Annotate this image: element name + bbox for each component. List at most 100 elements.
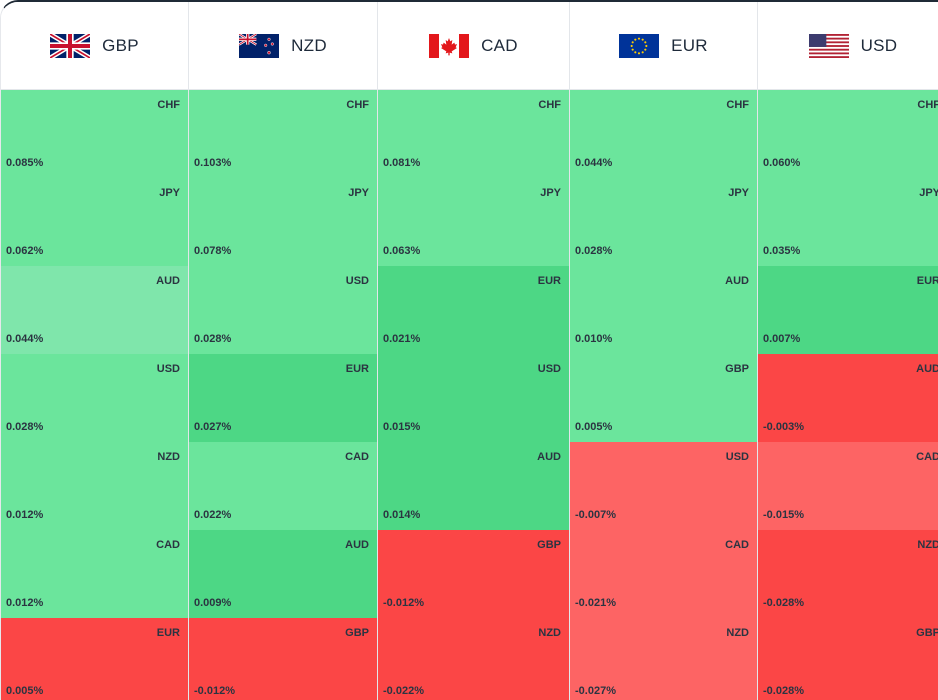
pair-label: CHF	[157, 99, 180, 111]
heatmap-cell[interactable]: AUD 0.009%	[189, 530, 377, 618]
pair-label: USD	[345, 275, 369, 287]
pair-label: CAD	[345, 451, 369, 463]
change-value: -0.015%	[763, 509, 804, 521]
change-value: 0.027%	[194, 421, 232, 433]
change-value: 0.081%	[383, 157, 421, 169]
heatmap-cell[interactable]: JPY 0.063%	[378, 178, 569, 266]
heatmap-cell[interactable]: USD 0.028%	[1, 354, 188, 442]
ca-flag-icon	[429, 33, 470, 58]
currency-code: CAD	[481, 35, 518, 55]
pair-label: CHF	[538, 99, 561, 111]
pair-label: AUD	[345, 539, 369, 551]
pair-label: NZD	[157, 451, 180, 463]
heatmap-cell[interactable]: AUD 0.044%	[1, 266, 188, 354]
heatmap-cell[interactable]: JPY 0.078%	[189, 178, 377, 266]
gb-flag-icon	[50, 33, 91, 58]
pair-label: CHF	[917, 99, 938, 111]
pair-label: USD	[156, 363, 180, 375]
heatmap-cell[interactable]: AUD -0.003%	[758, 354, 938, 442]
pair-label: AUD	[916, 363, 938, 375]
currency-code: EUR	[671, 35, 708, 55]
column-header[interactable]: EUR	[570, 2, 757, 90]
pair-label: USD	[537, 363, 561, 375]
heatmap-cell[interactable]: EUR 0.027%	[189, 354, 377, 442]
change-value: 0.028%	[575, 245, 613, 257]
heatmap-cell[interactable]: CAD 0.012%	[1, 530, 188, 618]
pair-label: AUD	[537, 451, 561, 463]
column-nzd: NZD CHF 0.103% JPY 0.078% USD 0.028% EUR 0.027%…	[189, 2, 378, 700]
pair-label: GBP	[725, 363, 749, 375]
heatmap-cell[interactable]: CHF 0.044%	[570, 90, 757, 178]
pair-label: CHF	[726, 99, 749, 111]
column-header[interactable]: CAD	[378, 2, 569, 90]
change-value: 0.035%	[763, 245, 801, 257]
heatmap-cell[interactable]: CHF 0.085%	[1, 90, 188, 178]
pair-label: CAD	[156, 539, 180, 551]
pair-label: EUR	[156, 627, 180, 639]
heatmap-cell[interactable]: USD 0.015%	[378, 354, 569, 442]
change-value: 0.103%	[194, 157, 232, 169]
change-value: 0.021%	[383, 333, 421, 345]
change-value: 0.063%	[383, 245, 421, 257]
pair-label: NZD	[538, 627, 561, 639]
change-value: 0.062%	[6, 245, 44, 257]
pair-label: AUD	[725, 275, 749, 287]
heatmap-cell[interactable]: NZD 0.012%	[1, 442, 188, 530]
change-value: -0.021%	[575, 597, 616, 609]
heatmap-cell[interactable]: EUR 0.005%	[1, 618, 188, 700]
column-header[interactable]: USD	[758, 2, 938, 90]
change-value: -0.022%	[383, 685, 424, 697]
change-value: -0.028%	[763, 597, 804, 609]
heatmap-cell[interactable]: EUR 0.007%	[758, 266, 938, 354]
column-cad: CAD CHF 0.081% JPY 0.063% EUR 0.021% USD 0.015%…	[378, 2, 570, 700]
change-value: 0.012%	[6, 509, 44, 521]
heatmap-cell[interactable]: GBP -0.028%	[758, 618, 938, 700]
heatmap-cell[interactable]: USD 0.028%	[189, 266, 377, 354]
heatmap-cell[interactable]: AUD 0.014%	[378, 442, 569, 530]
heatmap-cell[interactable]: EUR 0.021%	[378, 266, 569, 354]
heatmap-cell[interactable]: CHF 0.103%	[189, 90, 377, 178]
currency-code: USD	[860, 35, 898, 55]
pair-label: USD	[725, 451, 749, 463]
heatmap-cell[interactable]: CAD -0.021%	[570, 530, 757, 618]
heatmap-cell[interactable]: JPY 0.035%	[758, 178, 938, 266]
change-value: 0.005%	[575, 421, 613, 433]
change-value: 0.022%	[194, 509, 232, 521]
change-value: 0.078%	[194, 245, 232, 257]
change-value: 0.005%	[6, 685, 44, 697]
change-value: 0.007%	[763, 333, 801, 345]
heatmap-cell[interactable]: NZD -0.022%	[378, 618, 569, 700]
column-header[interactable]: GBP	[1, 2, 188, 90]
pair-label: JPY	[159, 187, 180, 199]
change-value: -0.027%	[575, 685, 616, 697]
heatmap-cell[interactable]: NZD -0.027%	[570, 618, 757, 700]
column-eur: EUR CHF 0.044% JPY 0.028% AUD 0.010% GBP 0.005%…	[570, 2, 758, 700]
heatmap-cell[interactable]: AUD 0.010%	[570, 266, 757, 354]
change-value: 0.028%	[194, 333, 232, 345]
pair-label: GBP	[916, 627, 938, 639]
pair-label: GBP	[537, 539, 561, 551]
pair-label: JPY	[919, 187, 938, 199]
change-value: 0.014%	[383, 509, 421, 521]
heatmap-cell[interactable]: GBP -0.012%	[189, 618, 377, 700]
heatmap-cell[interactable]: CHF 0.081%	[378, 90, 569, 178]
heatmap-cell[interactable]: CAD -0.015%	[758, 442, 938, 530]
heatmap-cell[interactable]: JPY 0.062%	[1, 178, 188, 266]
heatmap-cell[interactable]: NZD -0.028%	[758, 530, 938, 618]
heatmap-cell[interactable]: GBP -0.012%	[378, 530, 569, 618]
heatmap-cell[interactable]: CAD 0.022%	[189, 442, 377, 530]
pair-label: JPY	[540, 187, 561, 199]
heatmap-cell[interactable]: JPY 0.028%	[570, 178, 757, 266]
change-value: 0.060%	[763, 157, 801, 169]
column-usd: USD CHF 0.060% JPY 0.035% EUR 0.007% AUD -0.003…	[758, 2, 938, 700]
nz-flag-icon	[239, 33, 280, 58]
pair-label: JPY	[348, 187, 369, 199]
column-header[interactable]: NZD	[189, 2, 377, 90]
heatmap-cell[interactable]: GBP 0.005%	[570, 354, 757, 442]
change-value: -0.007%	[575, 509, 616, 521]
change-value: 0.009%	[194, 597, 232, 609]
heatmap-cell[interactable]: CHF 0.060%	[758, 90, 938, 178]
pair-label: AUD	[156, 275, 180, 287]
currency-code: NZD	[291, 35, 327, 55]
heatmap-cell[interactable]: USD -0.007%	[570, 442, 757, 530]
